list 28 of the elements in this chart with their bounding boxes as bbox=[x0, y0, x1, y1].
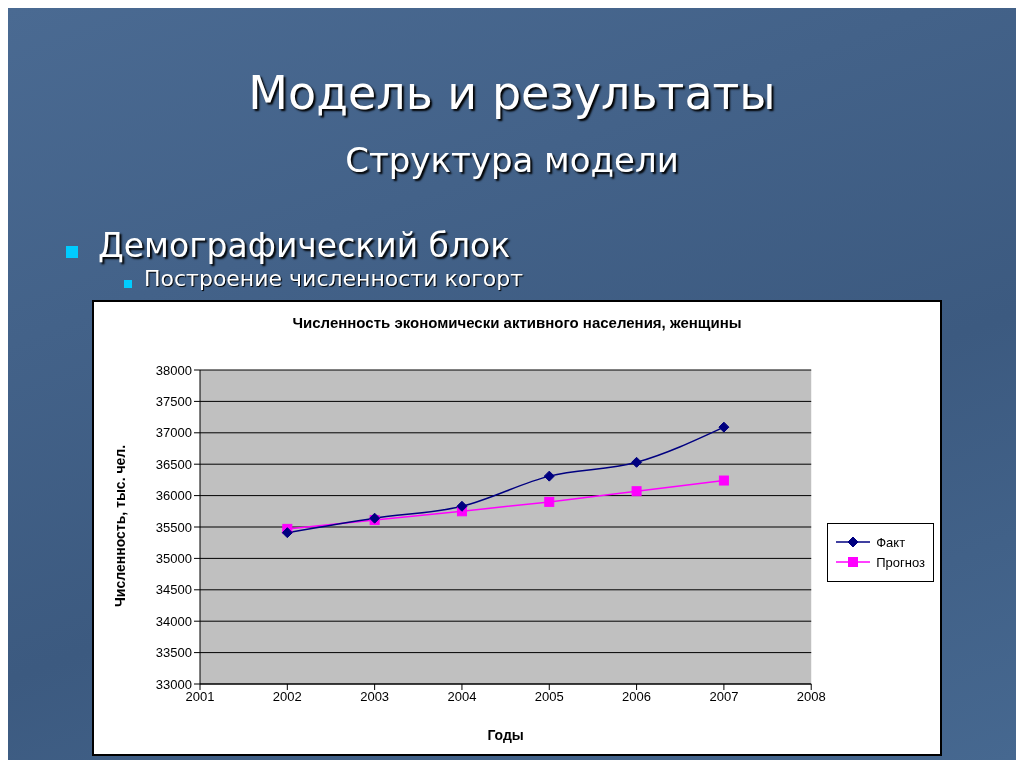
y-tick-label: 36500 bbox=[155, 456, 192, 472]
y-tick-label: 34000 bbox=[155, 613, 192, 629]
y-tick-label: 36000 bbox=[155, 488, 192, 504]
x-tick-label: 2007 bbox=[709, 689, 739, 705]
text: Модель и результаты bbox=[247, 66, 777, 120]
y-axis-title: Численность, тыс. чел. bbox=[111, 444, 128, 607]
text: Структура модели bbox=[344, 140, 680, 180]
x-tick-label: 2004 bbox=[447, 689, 477, 705]
text: Построение численности когорт bbox=[144, 266, 524, 291]
x-tick-label: 2008 bbox=[796, 689, 826, 705]
x-axis-title: Годы bbox=[487, 727, 524, 743]
x-tick-label: 2005 bbox=[534, 689, 564, 705]
y-tick-label: 37000 bbox=[155, 425, 192, 441]
y-tick-label: 35000 bbox=[155, 551, 192, 567]
y-tick-label: 33500 bbox=[155, 645, 192, 661]
chart-title: Численность экономически активного населения, женщины bbox=[291, 314, 743, 331]
x-tick-label: 2002 bbox=[272, 689, 302, 705]
x-tick-label: 2006 bbox=[622, 689, 652, 705]
x-tick-label: 2003 bbox=[360, 689, 390, 705]
legend-label: Прогноз bbox=[876, 554, 925, 570]
legend-label: Факт bbox=[876, 534, 906, 550]
y-tick-label: 38000 bbox=[155, 362, 192, 378]
y-tick-label: 33000 bbox=[155, 676, 192, 692]
text: Демографический блок bbox=[98, 226, 511, 265]
y-tick-label: 34500 bbox=[155, 582, 192, 598]
x-tick-label: 2001 bbox=[185, 689, 215, 705]
y-tick-label: 37500 bbox=[155, 394, 192, 410]
y-tick-label: 35500 bbox=[155, 519, 192, 535]
